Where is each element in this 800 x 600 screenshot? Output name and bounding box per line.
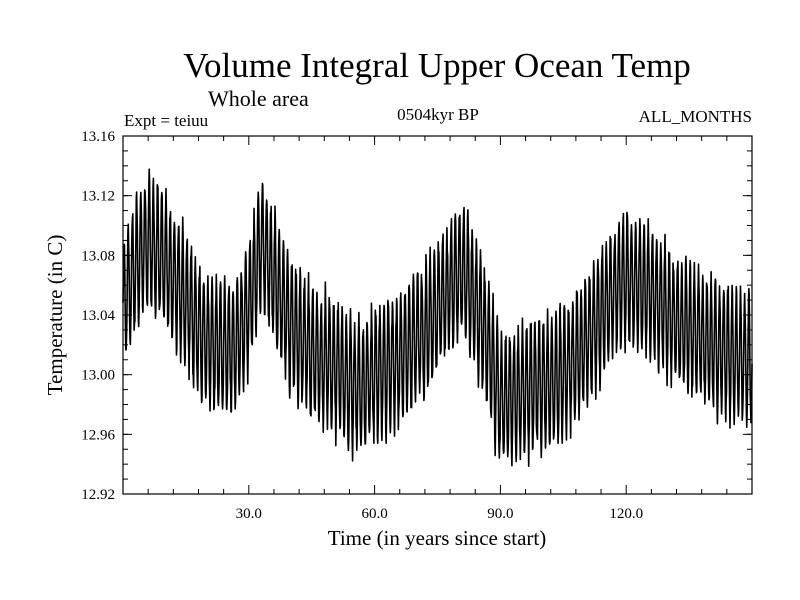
y-tick-label: 13.12 (81, 189, 115, 205)
experiment-label: Expt = teiuu (124, 111, 209, 130)
period-label: 0504kyr BP (397, 105, 479, 124)
y-tick-label: 13.04 (81, 308, 115, 324)
y-tick-label: 13.00 (81, 368, 115, 384)
x-axis-label: Time (in years since start) (328, 526, 547, 550)
data-layer (122, 168, 753, 468)
y-tick-label: 12.92 (81, 487, 115, 503)
x-tick-label: 90.0 (487, 506, 513, 522)
series-line (122, 168, 753, 468)
chart-subtitle: Whole area (208, 86, 309, 111)
chart-title: Volume Integral Upper Ocean Temp (183, 46, 690, 85)
months-label: ALL_MONTHS (639, 107, 752, 126)
x-tick-label: 30.0 (236, 506, 262, 522)
y-tick-label: 13.08 (81, 248, 115, 264)
ticks-layer: 12.92 12.96 13.00 13.04 13.08 13.12 13.16 30.0 6… (81, 129, 752, 522)
y-tick-label: 12.96 (81, 427, 115, 443)
x-tick-label: 120.0 (609, 506, 643, 522)
x-tick-label: 60.0 (361, 506, 387, 522)
plot-frame (122, 135, 753, 495)
y-tick-label: 13.16 (81, 129, 115, 145)
y-axis-label: Temperature (in C) (43, 235, 67, 396)
